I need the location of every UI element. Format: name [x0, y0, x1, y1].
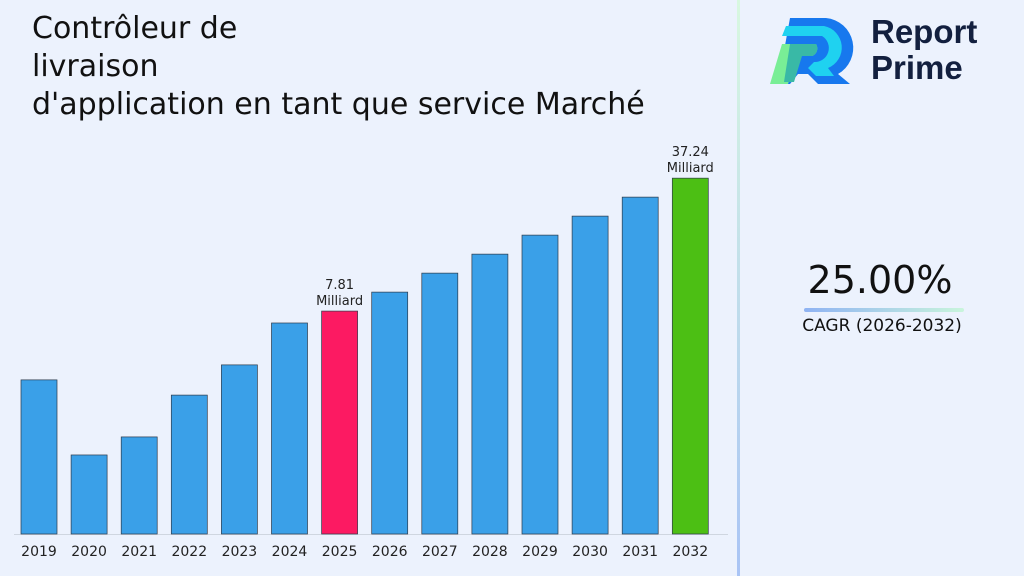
brand-name: Report Prime	[871, 14, 977, 86]
bar-2030	[571, 215, 609, 535]
x-tick-label-2031: 2031	[622, 544, 658, 560]
x-tick-label-2019: 2019	[21, 544, 57, 560]
x-tick-label-2032: 2032	[672, 544, 708, 560]
x-tick-label-2020: 2020	[71, 544, 107, 560]
title-line-2: livraison	[32, 49, 159, 84]
chart-title: Contrôleur de livraison d'application en…	[32, 10, 732, 124]
bar-2025	[321, 310, 358, 535]
x-tick-label-2030: 2030	[572, 544, 608, 560]
x-tick-label-2029: 2029	[522, 544, 558, 560]
x-tick-label-2026: 2026	[372, 544, 408, 560]
x-tick-label-2023: 2023	[222, 544, 258, 560]
x-tick-label-2028: 2028	[472, 544, 508, 560]
data-label-unit-2025: Milliard	[316, 294, 363, 309]
bar-2024	[271, 322, 308, 535]
report-prime-logo-icon	[770, 18, 854, 84]
x-tick-label-2027: 2027	[422, 544, 458, 560]
brand-name-line-1: Report	[871, 13, 978, 50]
title-line-1: Contrôleur de	[32, 11, 238, 46]
bar-2022	[170, 394, 208, 535]
bar-2027	[421, 272, 459, 535]
cagr-label: CAGR (2026-2032)	[802, 316, 962, 336]
bar-2029	[521, 234, 559, 535]
data-label-value-2032: 37.24	[672, 145, 709, 160]
cagr-value: 25.00%	[807, 258, 953, 302]
x-tick-label-2025: 2025	[322, 544, 358, 560]
bar-2023	[221, 364, 258, 535]
bar-chart: 2019 2020 2021 2022 2023 2024 20257.81Milliard…	[14, 145, 728, 560]
bar-2021	[120, 436, 158, 535]
bar-2020	[70, 454, 108, 535]
brand-name-line-2: Prime	[871, 49, 963, 86]
data-label-unit-2032: Milliard	[667, 161, 714, 176]
bar-2026	[371, 291, 409, 535]
x-tick-label-2021: 2021	[121, 544, 157, 560]
bar-2032	[671, 177, 709, 535]
bar-2019	[20, 379, 58, 535]
x-tick-label-2024: 2024	[272, 544, 308, 560]
bar-2031	[621, 196, 659, 535]
data-label-value-2025: 7.81	[325, 278, 354, 293]
title-line-3: d'application en tant que service Marché	[32, 87, 645, 122]
cagr-underline	[804, 308, 964, 312]
divider	[737, 0, 740, 576]
bar-2028	[471, 253, 509, 535]
x-tick-label-2022: 2022	[171, 544, 207, 560]
